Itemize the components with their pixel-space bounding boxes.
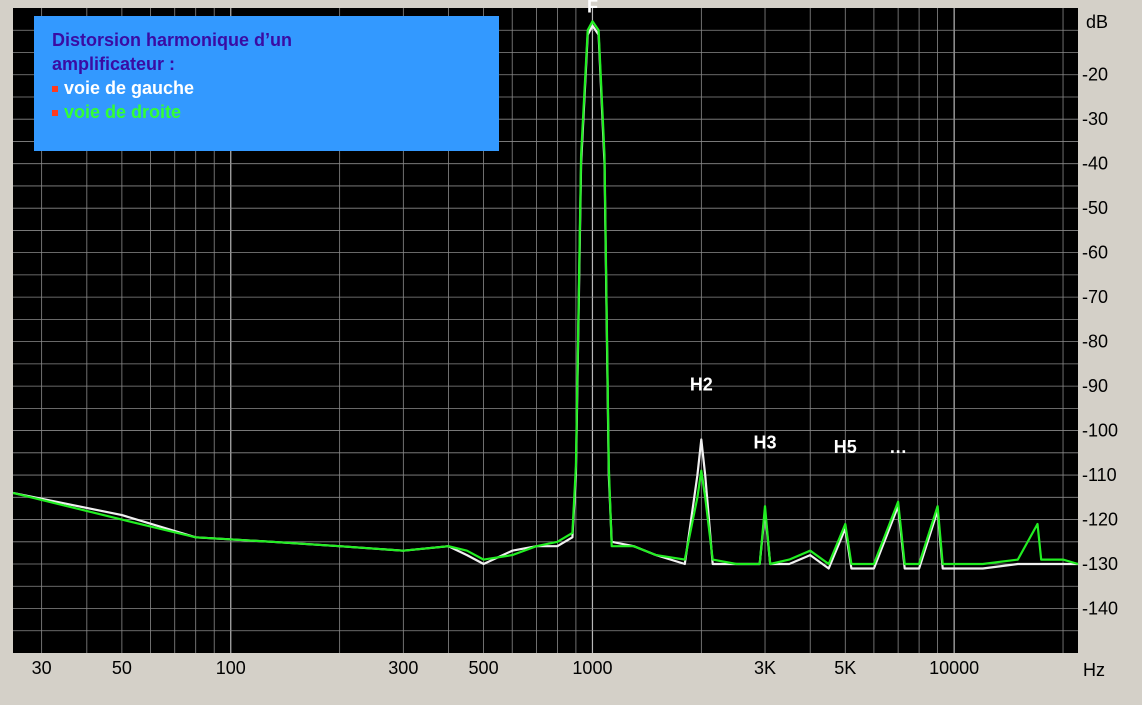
x-tick-label: 50	[112, 658, 132, 678]
annotation-label: H5	[834, 437, 857, 457]
legend-label-left: voie de gauche	[64, 78, 195, 98]
y-tick-label: -110	[1082, 465, 1117, 485]
annotations: F H2 H3 H5 …	[587, 0, 907, 457]
y-tick-label: -20	[1082, 65, 1108, 85]
y-tick-label: -80	[1082, 332, 1108, 352]
annotation-label: F	[587, 0, 598, 16]
y-tick-label: -40	[1082, 154, 1108, 174]
square-bullet-icon	[52, 110, 58, 116]
y-axis-ticks: -20 -30 -40 -50 -60 -70 -80 -90 -100 -110 -120 -130…	[1082, 65, 1118, 619]
y-tick-label: -30	[1082, 109, 1108, 129]
x-tick-label: 10000	[929, 658, 979, 678]
y-tick-label: -140	[1082, 599, 1118, 619]
annotation-label: H3	[754, 432, 777, 452]
x-axis-ticks: 30 50 100 300 500 1000 3K 5K 10000	[32, 658, 980, 678]
square-bullet-icon	[52, 86, 58, 92]
y-tick-label: -100	[1082, 421, 1118, 441]
y-unit-label: dB	[1086, 12, 1108, 32]
series-group	[12, 20, 1079, 570]
x-tick-label: 300	[388, 658, 418, 678]
x-tick-label: 100	[216, 658, 246, 678]
annotation-label: H2	[690, 375, 713, 395]
x-tick-label: 500	[469, 658, 499, 678]
y-tick-label: -60	[1082, 243, 1108, 263]
y-tick-label: -70	[1082, 287, 1108, 307]
legend-box: Distorsion harmonique d’un amplificateur…	[34, 16, 499, 151]
series-line-right-channel	[12, 20, 1079, 566]
y-tick-label: -90	[1082, 376, 1108, 396]
legend-item-right-channel: voie de droite	[52, 100, 481, 124]
x-tick-label: 5K	[834, 658, 856, 678]
legend-item-left-channel: voie de gauche	[52, 76, 481, 100]
x-tick-label: 1000	[572, 658, 612, 678]
x-unit-label: Hz	[1083, 660, 1105, 680]
annotation-label: …	[889, 437, 907, 457]
legend-title-line2: amplificateur :	[52, 54, 176, 74]
y-tick-label: -50	[1082, 198, 1108, 218]
y-tick-label: -130	[1082, 554, 1118, 574]
legend-title-line1: Distorsion harmonique d’un	[52, 30, 293, 50]
legend-label-right: voie de droite	[64, 102, 182, 122]
x-tick-label: 3K	[754, 658, 776, 678]
y-tick-label: -120	[1082, 510, 1118, 530]
x-tick-label: 30	[32, 658, 52, 678]
